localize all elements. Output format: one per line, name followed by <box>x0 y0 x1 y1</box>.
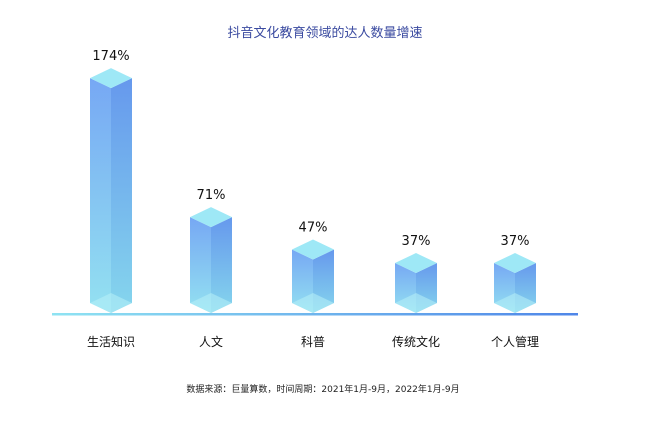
category-label: 个人管理 <box>491 334 539 349</box>
bar-3: 47% <box>292 221 334 313</box>
bar-base-highlight <box>292 293 334 313</box>
bar-face-left <box>190 217 211 313</box>
category-label: 传统文化 <box>392 334 440 349</box>
bar-4: 37% <box>395 234 437 313</box>
value-label: 47% <box>299 221 328 236</box>
bars-group: 174% 71% 47% 37% 37% <box>90 49 536 313</box>
bar-cap <box>90 68 132 89</box>
category-label: 人文 <box>199 334 223 349</box>
bar-face-left <box>90 78 111 313</box>
value-label: 71% <box>197 188 226 203</box>
baseline-axis <box>52 313 578 316</box>
bar-face-right <box>111 78 132 313</box>
bar-base-highlight <box>190 293 232 313</box>
bar-5: 37% <box>494 234 536 313</box>
category-label: 科普 <box>301 335 325 349</box>
bar-base-highlight <box>395 293 437 313</box>
value-label: 174% <box>92 49 129 64</box>
bar-cap <box>292 239 334 260</box>
category-labels: 生活知识 人文 科普 传统文化 个人管理 <box>87 334 539 349</box>
bar-1: 174% <box>90 49 132 313</box>
bar-cap <box>494 253 536 274</box>
bar-cap <box>190 207 232 228</box>
chart-title: 抖音文化教育领域的达人数量增速 <box>227 25 422 41</box>
bar-base-highlight <box>494 293 536 313</box>
source-note: 数据来源：巨量算数，时间周期：2021年1月-9月，2022年1月-9月 <box>186 383 459 395</box>
value-label: 37% <box>402 234 431 249</box>
bar-cap <box>395 253 437 274</box>
value-label: 37% <box>501 234 530 249</box>
bar-base-highlight <box>90 293 132 313</box>
bar-2: 71% <box>190 188 232 313</box>
category-label: 生活知识 <box>87 335 135 349</box>
bar-face-right <box>211 217 232 313</box>
